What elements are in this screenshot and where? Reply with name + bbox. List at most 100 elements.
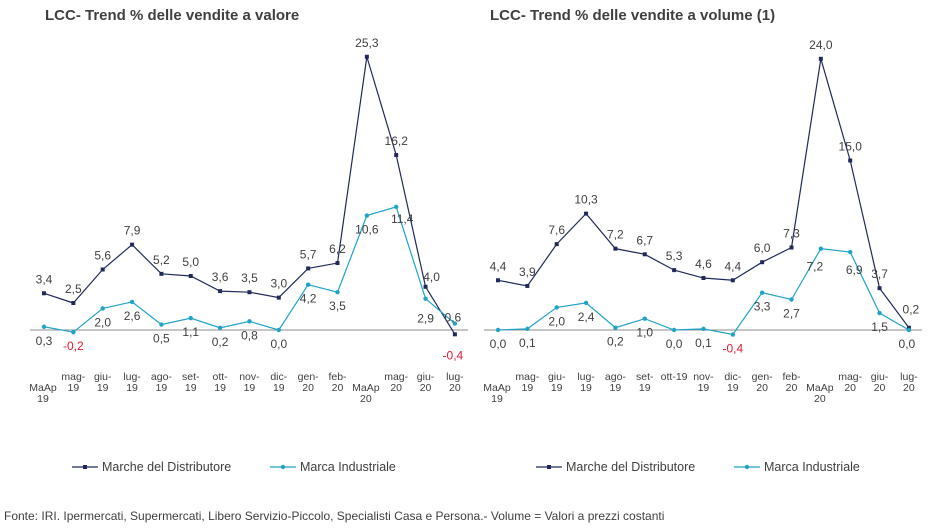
x-tick-label: set-19 — [636, 371, 654, 394]
data-point-mi — [877, 310, 882, 316]
data-label-mdd: 3,4 — [36, 272, 53, 286]
data-point-mdd — [364, 54, 369, 59]
legend-label-mi: Marca Industriale — [300, 460, 396, 474]
chart-plot-volume: 4,4 3,9 7,6 10,3 7,2 6,7 5,3 4,6 4,4 6,0 7,3 24,0 15… — [483, 38, 922, 405]
data-label-mi: 1,5 — [871, 320, 888, 334]
source-footnote: Fonte: IRI. Ipermercati, Supermercati, L… — [4, 509, 665, 523]
x-tick-label: nov-19 — [693, 371, 714, 394]
data-label-mi: 11,4 — [391, 212, 414, 226]
data-point-mdd — [42, 291, 46, 296]
data-point-mi — [554, 305, 559, 310]
data-point-mdd — [584, 211, 589, 216]
data-point-mi — [159, 322, 164, 327]
data-label-mi: 3,3 — [754, 300, 771, 314]
data-point-mdd — [394, 153, 399, 158]
data-label-mi: 2,6 — [124, 309, 141, 323]
chart-panel-volume: LCC- Trend % delle vendite a volume (1) … — [476, 0, 946, 490]
chart-plot-value: 3,4 2,5 5,6 7,9 5,2 5,0 3,6 3,5 3,0 5,7 6,2 25,3 16,… — [29, 36, 468, 405]
legend-item-mdd: Marche del Distributore — [536, 460, 695, 474]
data-label-mi: 0,2 — [607, 335, 624, 349]
data-label-mi: 0,0 — [270, 337, 287, 351]
x-tick-label: giu-19 — [94, 371, 112, 394]
data-point-mi — [583, 300, 589, 306]
data-label-mdd: 7,6 — [548, 223, 565, 237]
x-tick-label: ago-19 — [151, 371, 173, 394]
x-tick-label: mag-19 — [61, 371, 85, 394]
data-point-mdd — [159, 271, 164, 276]
x-tick-label: mag-20 — [838, 371, 862, 394]
data-label-mi: 0,0 — [899, 337, 916, 351]
data-point-mi — [394, 204, 399, 210]
data-point-mi — [818, 246, 824, 251]
data-point-mi — [642, 316, 647, 321]
data-label-mdd: 6,7 — [636, 233, 653, 247]
data-point-mdd — [218, 289, 223, 294]
x-tick-label: giu-20 — [417, 371, 435, 394]
data-point-mdd — [672, 268, 677, 273]
data-point-mi — [364, 213, 370, 218]
data-point-mdd — [276, 295, 281, 300]
data-point-mdd — [525, 283, 530, 288]
data-point-mi — [100, 306, 105, 311]
data-label-mdd: 3,9 — [519, 265, 536, 279]
x-tick-label: gen-20 — [298, 371, 320, 394]
data-label-mdd: 25,3 — [355, 36, 379, 50]
x-tick-label: dic-19 — [724, 371, 741, 394]
data-point-mi — [452, 321, 458, 326]
data-point-mdd — [71, 301, 76, 305]
legend-label-mi: Marca Industriale — [764, 460, 860, 474]
data-label-mi: 1,0 — [636, 326, 653, 340]
data-label-mdd: 5,6 — [94, 249, 111, 263]
data-point-mdd — [496, 278, 500, 283]
data-label-mdd: 10,3 — [574, 193, 598, 207]
data-label-mi: 0,0 — [490, 337, 507, 351]
data-label-mi: 1,1 — [182, 325, 199, 339]
x-tick-label: feb-20 — [328, 371, 347, 394]
data-point-mdd — [613, 246, 618, 251]
data-point-mdd — [554, 242, 559, 247]
data-point-mdd — [818, 56, 823, 61]
data-point-mi — [906, 327, 912, 333]
legend-swatch-mi — [734, 464, 760, 470]
x-tick-label: MaAp 19 — [29, 382, 57, 405]
data-point-mdd — [423, 284, 428, 289]
data-label-mdd: 2,5 — [65, 282, 82, 296]
data-point-mdd — [760, 260, 765, 265]
data-label-mi: 6,9 — [846, 263, 863, 277]
data-point-mi — [335, 290, 340, 295]
x-tick-label: feb-20 — [782, 371, 801, 394]
data-label-mdd: 4,4 — [490, 259, 507, 273]
data-label-mdd: 5,0 — [182, 255, 199, 269]
data-label-mi: 0,1 — [695, 336, 712, 350]
x-tick-label: mag-20 — [384, 371, 408, 394]
legend-label-mdd: Marche del Distributore — [102, 460, 232, 474]
x-tick-label: lug-20 — [900, 371, 918, 394]
data-label-mi: 7,2 — [807, 260, 824, 274]
chart-title: LCC- Trend % delle vendite a valore — [45, 7, 300, 24]
data-point-mdd — [452, 332, 457, 337]
data-label-mdd: 4,0 — [423, 270, 440, 284]
data-label-mi: 3,5 — [329, 299, 346, 313]
data-label-mi: 0,3 — [36, 334, 53, 348]
data-label-mi: 2,9 — [417, 312, 434, 326]
chart-panel-value: LCC- Trend % delle vendite a valore 3,4 2… — [0, 0, 470, 490]
data-point-mdd — [247, 290, 252, 295]
data-point-mi — [671, 327, 677, 333]
x-tick-label: nov-19 — [239, 371, 260, 394]
data-label-mdd: 0,2 — [903, 303, 920, 317]
data-point-mi — [71, 329, 76, 335]
data-point-mdd — [335, 261, 340, 266]
legend-item-mdd: Marche del Distributore — [72, 460, 231, 474]
data-point-mdd — [701, 276, 706, 281]
legend-swatch-mdd — [536, 465, 562, 469]
data-point-mi — [217, 325, 223, 331]
x-tick-label: ott-19 — [661, 371, 688, 383]
data-label-mi: -0,4 — [722, 342, 743, 356]
data-label-mi: 2,7 — [783, 306, 800, 320]
x-tick-label: gen-20 — [752, 371, 774, 394]
x-tick-label: lug-19 — [123, 371, 141, 394]
data-label-mi: 0,2 — [212, 335, 229, 349]
data-point-mi — [759, 290, 765, 295]
data-label-mdd: 4,6 — [695, 257, 712, 271]
data-label-mi: 0,0 — [666, 337, 683, 351]
